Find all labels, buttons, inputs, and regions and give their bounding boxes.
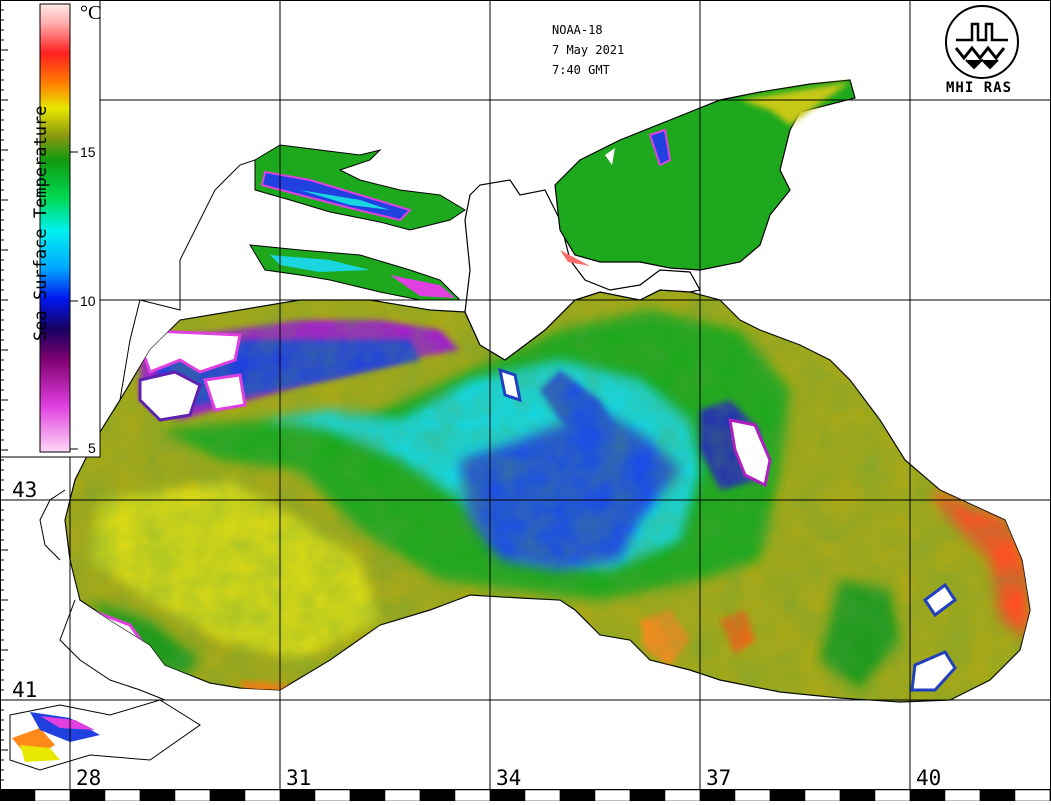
sea-of-marmara — [9, 699, 201, 771]
longitude-label-31: 31 — [286, 766, 312, 790]
sea-of-azov — [554, 79, 856, 271]
time-label: 7:40 GMT — [552, 63, 610, 77]
latitude-label-41: 41 — [12, 678, 38, 702]
latitude-label-43: 43 — [12, 478, 38, 502]
colorbar-tick-5: 5 — [88, 440, 96, 456]
colorbar-tick-15: 15 — [80, 144, 96, 160]
date-label: 7 May 2021 — [552, 43, 625, 57]
mhi-logo-icon — [945, 5, 1019, 79]
colorbar-unit: °C — [80, 2, 102, 24]
colorbar-title: Sea Surface Temperature — [31, 105, 51, 341]
colorbar-gradient — [39, 3, 71, 453]
colorbar — [0, 0, 101, 458]
longitude-label-34: 34 — [496, 766, 522, 790]
satellite-label: NOAA-18 — [552, 23, 603, 37]
colorbar-tick-10: 10 — [80, 293, 96, 309]
northwestern-shelf — [249, 144, 466, 301]
bottom-ruler — [0, 789, 1051, 802]
longitude-label-28: 28 — [76, 766, 102, 790]
longitude-label-37: 37 — [706, 766, 732, 790]
longitude-label-40: 40 — [916, 766, 942, 790]
logo-text: MHI RAS — [946, 80, 1013, 96]
